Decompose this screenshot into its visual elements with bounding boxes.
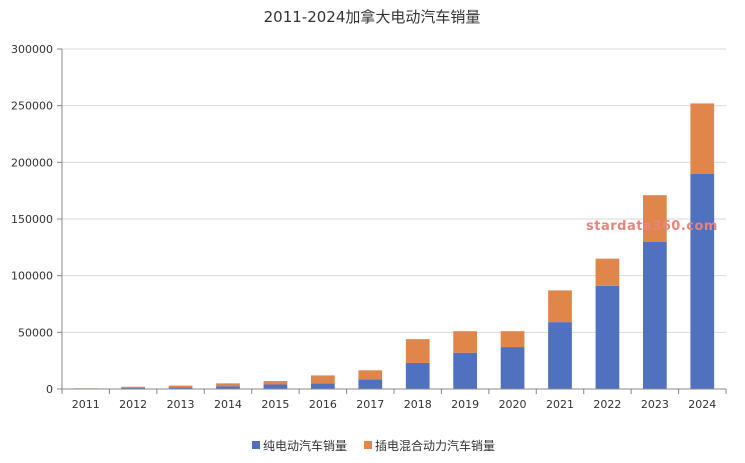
legend: 纯电动汽车销量 插电混合动力汽车销量 bbox=[252, 438, 495, 453]
x-axis-ticks: 2011 2012 2013 2014 2015 2016 2017 2018 2019 2020… bbox=[61, 389, 727, 411]
bar-phev-2023 bbox=[643, 195, 667, 242]
bar-bev-2022 bbox=[595, 285, 620, 389]
bar-bev-2023 bbox=[643, 241, 667, 389]
x-tick-label: 2013 bbox=[167, 398, 195, 411]
bar-bev-2021 bbox=[548, 322, 572, 389]
y-tick-label: 50000 bbox=[18, 326, 53, 339]
bar-bev-2020 bbox=[500, 347, 525, 389]
bar-phev-2015 bbox=[263, 381, 288, 385]
y-axis-ticks: 0 50000 100000 150000 200000 250000 300000 bbox=[11, 43, 62, 396]
bar-bev-2017 bbox=[358, 379, 383, 389]
bar-phev-2017 bbox=[358, 370, 383, 380]
bar-bev-2016 bbox=[311, 383, 335, 389]
x-tick-label: 2011 bbox=[72, 398, 100, 411]
x-tick-label: 2014 bbox=[214, 398, 242, 411]
x-tick-label: 2023 bbox=[641, 398, 669, 411]
y-tick-label: 0 bbox=[46, 383, 53, 396]
bar-bev-2018 bbox=[405, 362, 430, 389]
bar-phev-2024 bbox=[690, 103, 715, 174]
bar-phev-2019 bbox=[453, 331, 477, 353]
y-tick-label: 150000 bbox=[11, 213, 53, 226]
bar-phev-2022 bbox=[595, 258, 620, 286]
bar-phev-2018 bbox=[405, 339, 430, 363]
bar-bev-2013 bbox=[168, 387, 193, 389]
x-tick-label: 2019 bbox=[451, 398, 479, 411]
bar-bev-2019 bbox=[453, 352, 477, 389]
bar-phev-2021 bbox=[548, 290, 572, 323]
x-tick-label: 2024 bbox=[688, 398, 716, 411]
chart-title: 2011-2024加拿大电动汽车销量 bbox=[264, 8, 481, 26]
watermark: stardata360.com bbox=[586, 219, 718, 234]
bar-bev-2014 bbox=[216, 386, 240, 389]
bar-bev-2015 bbox=[263, 384, 288, 389]
bar-phev-2012 bbox=[121, 386, 145, 388]
bar-phev-2014 bbox=[216, 383, 240, 387]
legend-swatch bbox=[252, 441, 260, 449]
legend-label: 纯电动汽车销量 bbox=[263, 438, 347, 453]
y-tick-label: 100000 bbox=[11, 270, 53, 283]
legend-label: 插电混合动力汽车销量 bbox=[375, 438, 495, 453]
x-tick-label: 2015 bbox=[261, 398, 289, 411]
legend-swatch bbox=[364, 441, 372, 449]
x-tick-label: 2017 bbox=[356, 398, 384, 411]
bar-bev-2012 bbox=[121, 387, 145, 389]
bar-phev-2013 bbox=[168, 385, 193, 388]
y-tick-label: 300000 bbox=[11, 43, 53, 56]
x-tick-label: 2020 bbox=[499, 398, 527, 411]
bar-phev-2016 bbox=[311, 375, 335, 384]
y-tick-label: 200000 bbox=[11, 156, 53, 169]
x-tick-label: 2018 bbox=[404, 398, 432, 411]
gridlines bbox=[62, 48, 726, 333]
bar-bev-2024 bbox=[690, 173, 715, 389]
y-tick-label: 250000 bbox=[11, 100, 53, 113]
x-tick-label: 2022 bbox=[593, 398, 621, 411]
x-tick-label: 2021 bbox=[546, 398, 574, 411]
bars bbox=[73, 103, 715, 389]
bar-phev-2020 bbox=[500, 331, 525, 348]
x-tick-label: 2012 bbox=[119, 398, 147, 411]
x-tick-label: 2016 bbox=[309, 398, 337, 411]
